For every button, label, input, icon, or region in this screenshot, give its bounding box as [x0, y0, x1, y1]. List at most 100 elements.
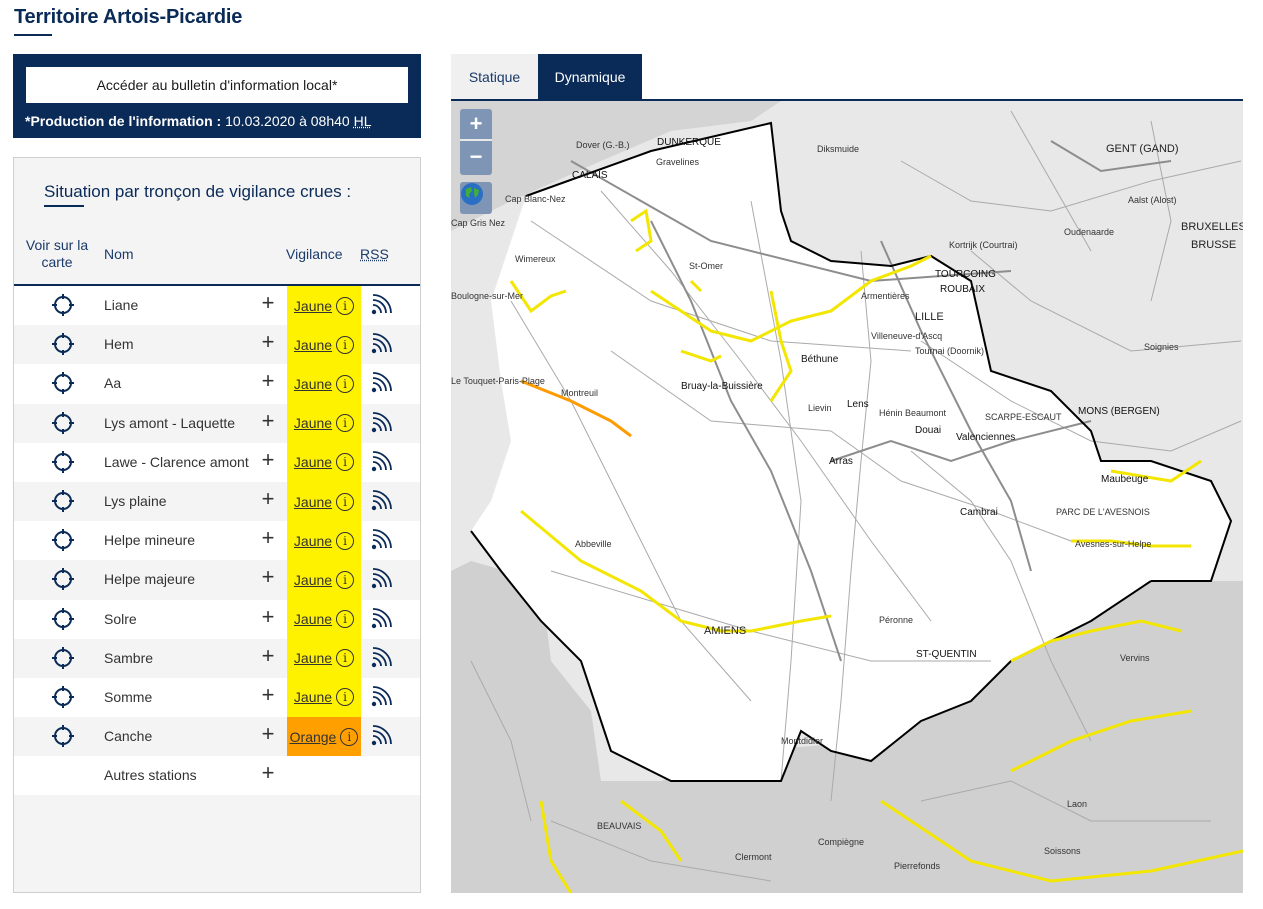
info-icon[interactable]: i: [336, 492, 355, 511]
info-icon[interactable]: i: [336, 570, 355, 589]
row-name: Canche: [104, 728, 153, 745]
vigilance-link[interactable]: Jaune: [293, 571, 333, 588]
tab-underline: [451, 99, 1243, 101]
row-name: Helpe majeure: [104, 571, 196, 588]
vigilance-link[interactable]: Jaune: [293, 689, 333, 706]
target-icon[interactable]: [52, 294, 74, 316]
panel-title-underline: [44, 205, 84, 207]
map-label: Dover (G.-B.): [576, 140, 630, 150]
vigilance-link[interactable]: Jaune: [293, 611, 333, 628]
map-label: MONS (BERGEN): [1078, 406, 1160, 417]
globe-layer-button[interactable]: [460, 182, 492, 214]
header-rss: RSS: [360, 246, 389, 262]
tab-dynamique[interactable]: Dynamique: [538, 54, 642, 100]
rss-icon[interactable]: [370, 333, 392, 355]
map-label: Soissons: [1044, 846, 1081, 856]
target-icon[interactable]: [52, 685, 74, 708]
expand-button[interactable]: +: [261, 642, 275, 668]
info-icon[interactable]: i: [340, 727, 359, 746]
bulletin-button[interactable]: Accéder au bulletin d'information local*: [26, 67, 408, 103]
expand-button[interactable]: +: [261, 329, 275, 355]
rss-icon[interactable]: [370, 490, 392, 512]
expand-button[interactable]: +: [261, 603, 275, 629]
table-row: Somme + Jaune i: [14, 677, 420, 718]
map-label: Soignies: [1144, 342, 1179, 352]
target-icon[interactable]: [52, 607, 74, 630]
info-icon[interactable]: i: [336, 688, 355, 707]
vigilance-link[interactable]: Jaune: [293, 375, 333, 392]
rss-icon[interactable]: [370, 529, 392, 551]
target-icon[interactable]: [52, 411, 74, 434]
info-icon[interactable]: i: [336, 453, 355, 472]
rss-icon[interactable]: [370, 607, 392, 630]
tab-statique[interactable]: Statique: [451, 54, 538, 100]
table-row-other: Autres stations +: [14, 756, 420, 796]
map-label: Tournai (Doornik): [915, 346, 985, 356]
production-label: *Production de l'information :: [25, 113, 222, 129]
vigilance-link[interactable]: Jaune: [293, 415, 333, 432]
header-divider: [14, 284, 420, 286]
target-icon[interactable]: [52, 333, 74, 356]
map-label: Villeneuve-d'Ascq: [871, 331, 943, 341]
info-icon[interactable]: i: [336, 374, 355, 393]
expand-button[interactable]: +: [261, 721, 275, 747]
map-label: Hénin Beaumont: [879, 408, 947, 418]
rss-icon[interactable]: [370, 725, 392, 747]
target-icon[interactable]: [52, 725, 74, 748]
vigilance-link[interactable]: Jaune: [293, 454, 333, 471]
map-label: Aalst (Alost): [1128, 195, 1177, 205]
target-icon[interactable]: [52, 450, 74, 473]
map-label: Diksmuide: [817, 144, 860, 154]
vigilance-link[interactable]: Jaune: [293, 297, 333, 314]
target-icon[interactable]: [52, 489, 74, 512]
rss-icon[interactable]: [370, 568, 392, 590]
rss-icon[interactable]: [370, 372, 392, 394]
target-icon[interactable]: [52, 568, 74, 591]
map-label: SCARPE-ESCAUT: [985, 412, 1062, 422]
expand-button[interactable]: +: [261, 525, 275, 551]
rss-icon[interactable]: [370, 294, 392, 316]
zoom-out-button[interactable]: −: [469, 144, 483, 169]
map-label: ST-QUENTIN: [916, 649, 977, 660]
expand-button[interactable]: +: [261, 446, 275, 472]
target-icon[interactable]: [52, 372, 74, 395]
region-area: [471, 123, 1231, 781]
map-label: St-Omer: [689, 261, 724, 271]
map-canvas[interactable]: [451, 101, 1243, 893]
zoom-in-button[interactable]: +: [460, 109, 492, 141]
vigilance-map[interactable]: + − DUNKERQUE Gravelines CALAIS Cap Blanc-N…: [451, 101, 1243, 893]
rss-icon[interactable]: [370, 646, 392, 669]
info-icon[interactable]: i: [336, 531, 355, 550]
map-label: Oudenaarde: [1064, 227, 1115, 237]
expand-button[interactable]: +: [261, 290, 275, 315]
rss-icon[interactable]: [370, 450, 392, 473]
vigilance-link[interactable]: Jaune: [293, 532, 333, 549]
expand-button[interactable]: +: [261, 407, 275, 433]
expand-button[interactable]: +: [261, 564, 275, 590]
rss-icon[interactable]: [370, 411, 392, 434]
map-label: Montdidier: [781, 736, 824, 746]
rss-icon[interactable]: [370, 685, 392, 708]
row-name: Solre: [104, 610, 137, 627]
expand-button[interactable]: +: [261, 485, 275, 511]
zoom-control: + −: [460, 109, 492, 175]
table-row: Lawe - Clarence amont + Jaune i: [14, 442, 420, 482]
expand-other-button[interactable]: +: [261, 760, 275, 786]
map-label: Avesnes-sur-Helpe: [1075, 539, 1152, 549]
info-icon[interactable]: i: [336, 414, 355, 433]
table-row: Solre + Jaune i: [14, 599, 420, 639]
target-icon[interactable]: [52, 529, 74, 552]
target-icon[interactable]: [52, 646, 74, 669]
vigilance-link[interactable]: Jaune: [293, 336, 333, 353]
expand-button[interactable]: +: [261, 681, 275, 707]
vigilance-link[interactable]: Jaune: [293, 493, 333, 510]
info-icon[interactable]: i: [336, 649, 355, 668]
map-label: Lens: [847, 399, 869, 410]
production-timezone: HL: [353, 113, 372, 129]
info-icon[interactable]: i: [336, 610, 355, 629]
info-icon[interactable]: i: [336, 335, 355, 354]
info-icon[interactable]: i: [336, 296, 355, 315]
vigilance-link[interactable]: Jaune: [293, 650, 333, 667]
expand-button[interactable]: +: [261, 368, 275, 394]
vigilance-link[interactable]: Orange: [289, 728, 337, 745]
